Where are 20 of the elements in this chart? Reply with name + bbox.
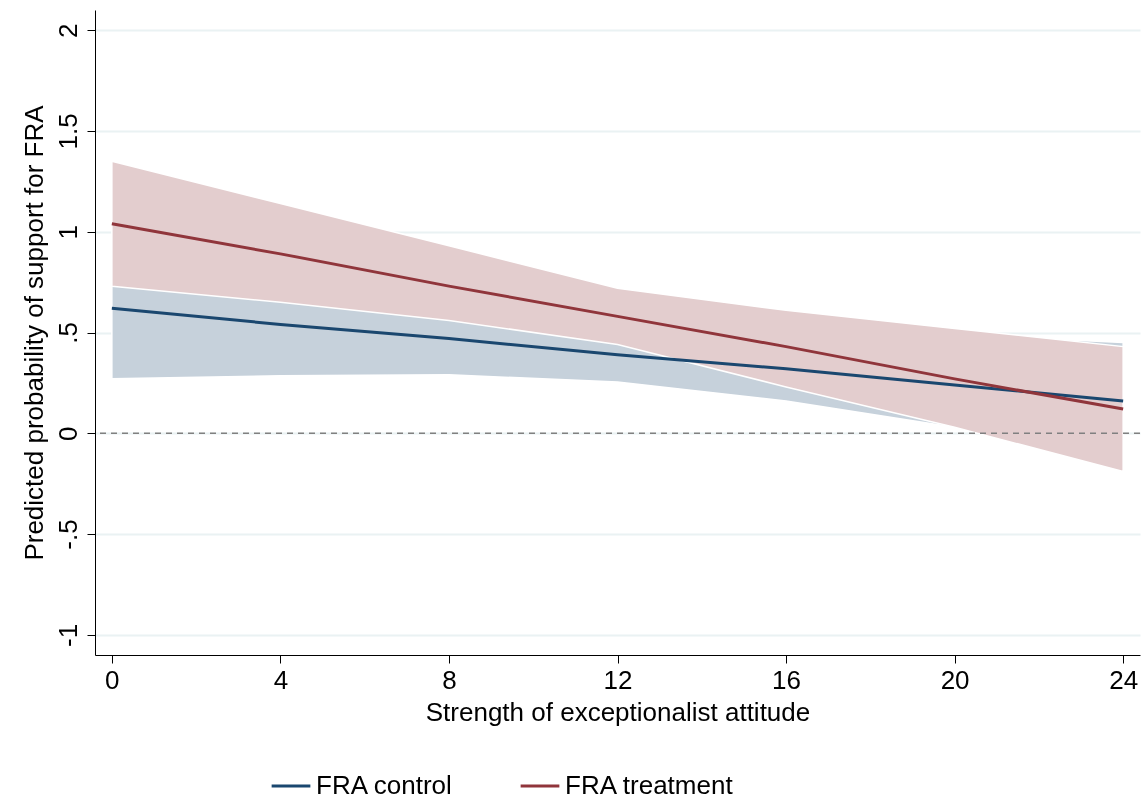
legend-label: FRA treatment <box>565 770 734 799</box>
x-axis-title: Strength of exceptionalist attitude <box>425 696 811 727</box>
x-tick-label: 20 <box>940 664 970 695</box>
y-tick-label: -.5 <box>52 519 83 550</box>
y-tick-label: .5 <box>52 322 83 344</box>
y-axis-title: Predicted probability of support for FRA <box>18 104 49 561</box>
legend-label: FRA control <box>316 770 452 799</box>
x-tick-label: 12 <box>603 664 633 695</box>
line-series <box>110 306 1125 403</box>
y-tick-label: -1 <box>52 623 83 647</box>
x-tick-label: 8 <box>442 664 457 695</box>
line-series <box>110 222 1125 411</box>
x-tick-label: 24 <box>1109 664 1139 695</box>
x-tick-label: 16 <box>772 664 802 695</box>
x-tick-label: 4 <box>273 664 289 695</box>
y-tick-label: 1.5 <box>52 113 83 150</box>
y-tick-label: 2 <box>52 23 83 38</box>
x-tick-label: 0 <box>105 664 120 695</box>
y-tick-label: 0 <box>52 426 83 442</box>
y-tick-label: 1 <box>52 224 83 240</box>
